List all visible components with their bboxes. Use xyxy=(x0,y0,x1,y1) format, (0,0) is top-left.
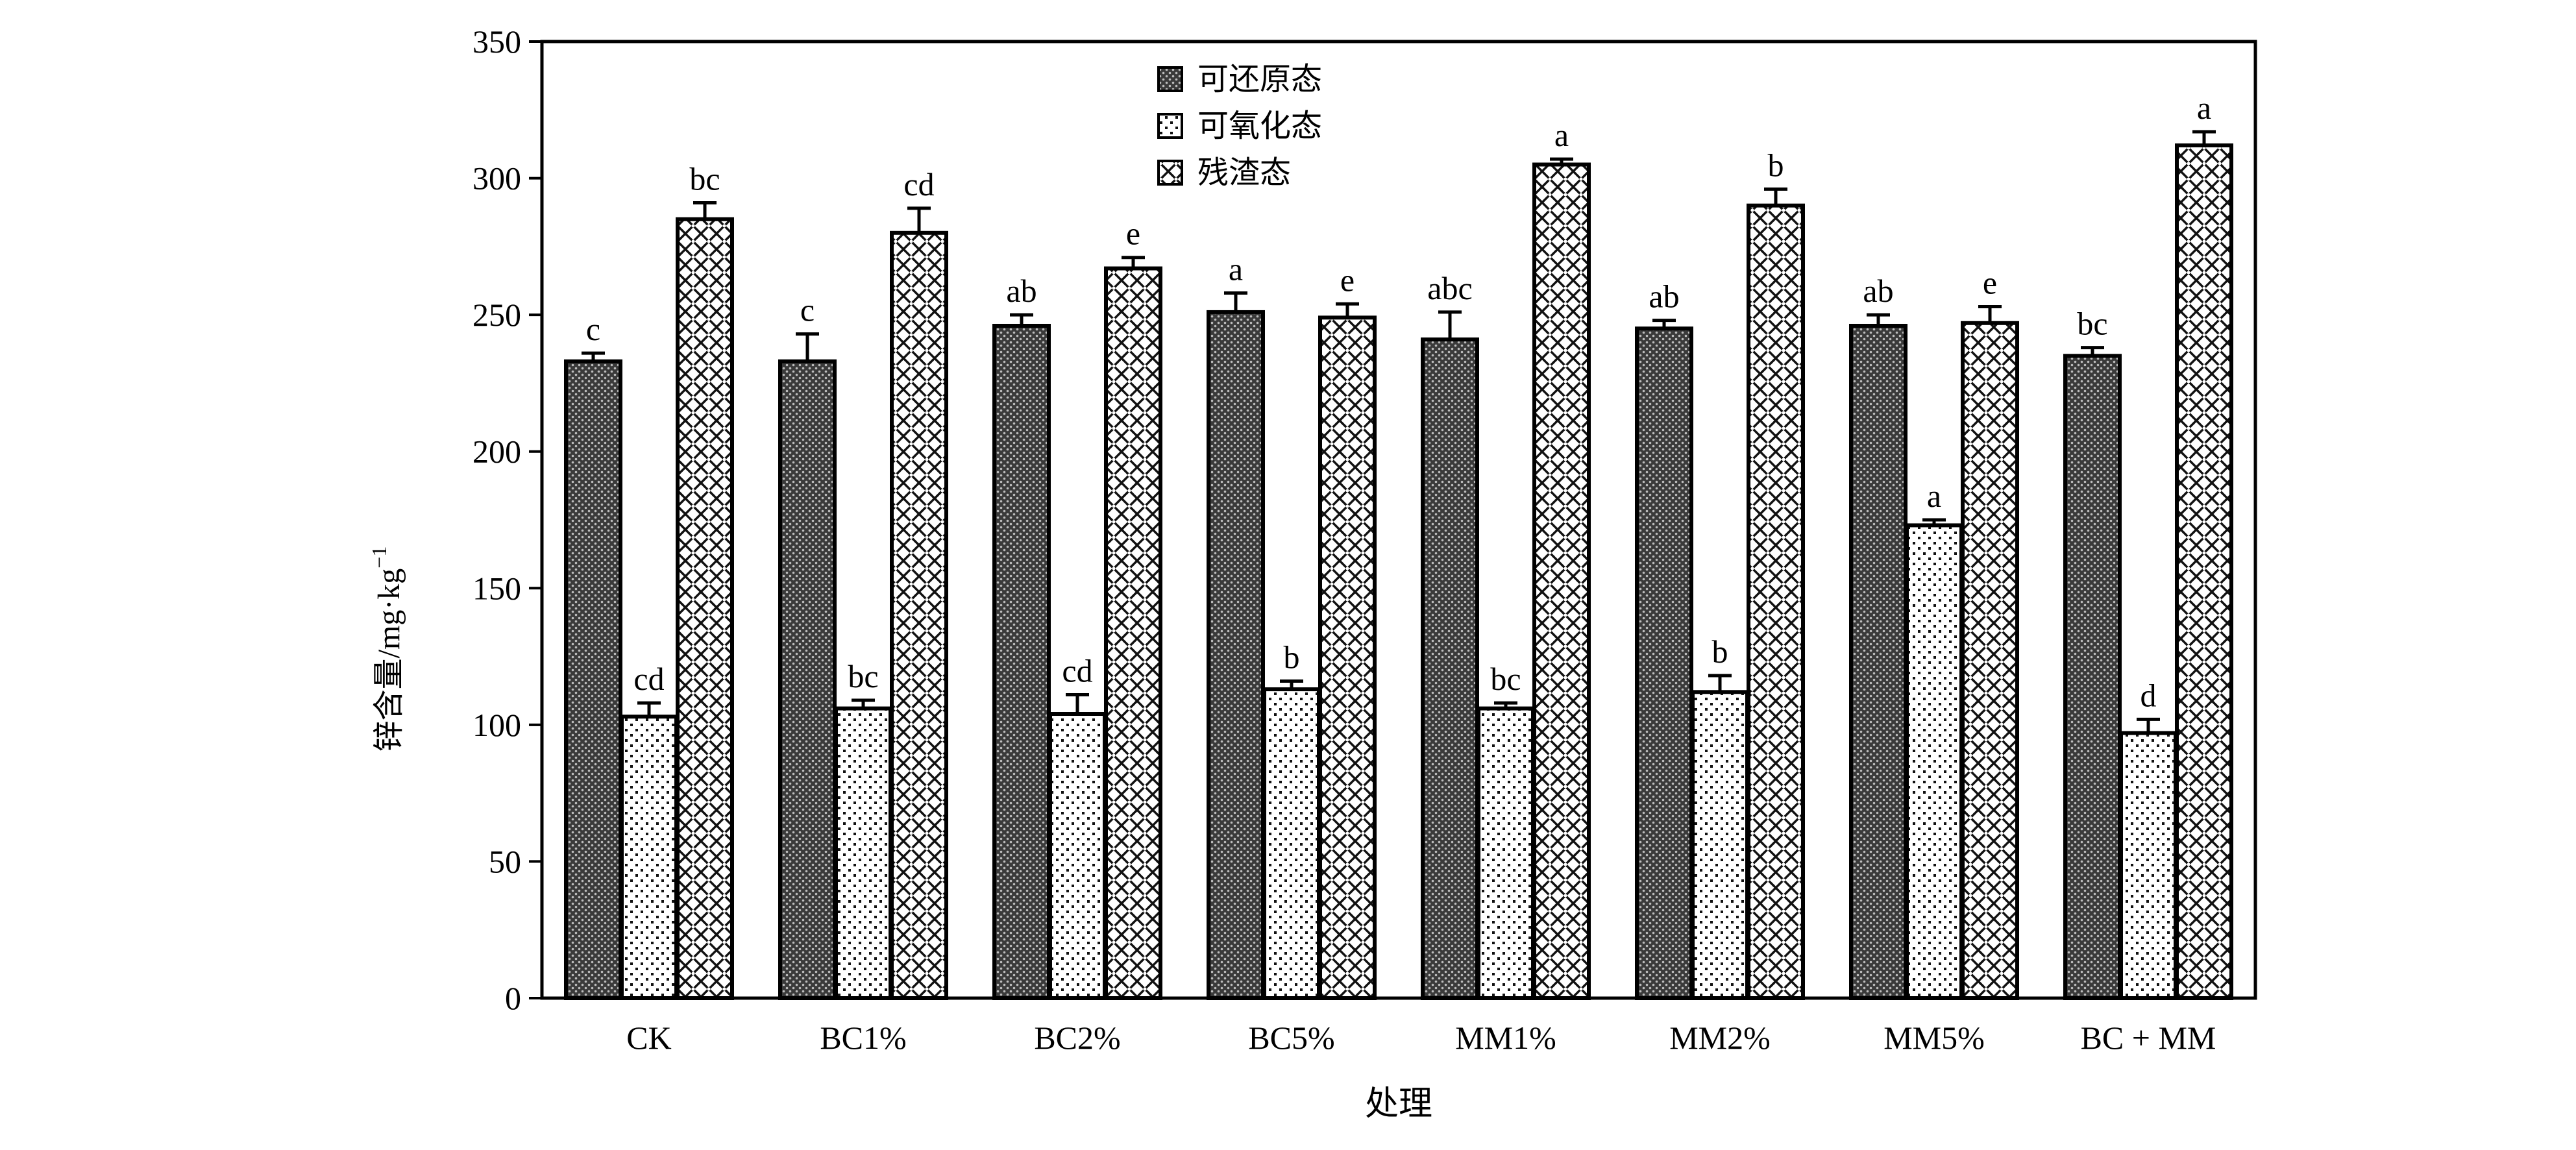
significance-label: ab xyxy=(1006,273,1037,309)
significance-label: b xyxy=(1768,147,1784,183)
significance-label: a xyxy=(2197,90,2211,126)
y-tick-label: 100 xyxy=(472,707,521,743)
bar xyxy=(890,230,948,1000)
bar xyxy=(1635,326,1693,1001)
y-axis-title: 锌含量/mg·kg−1 xyxy=(367,546,406,752)
bar xyxy=(676,217,734,1001)
significance-label: bc xyxy=(1490,661,1521,697)
bar xyxy=(620,715,678,1001)
bar xyxy=(1532,162,1591,1000)
legend-label: 可氧化态 xyxy=(1197,109,1322,143)
bar xyxy=(1849,323,1907,1001)
significance-label: e xyxy=(1126,215,1140,252)
significance-label: bc xyxy=(848,658,878,694)
y-tick-label: 250 xyxy=(472,297,521,333)
bar xyxy=(1905,523,1963,1000)
significance-label: a xyxy=(1229,251,1243,287)
y-tick-label: 200 xyxy=(472,434,521,470)
significance-label: cd xyxy=(903,166,934,202)
bar xyxy=(1048,712,1107,1001)
x-tick-label: BC5% xyxy=(1248,1020,1334,1056)
bar xyxy=(834,706,892,1001)
bar xyxy=(2175,143,2233,1000)
bar xyxy=(1262,687,1321,1000)
x-tick-label: BC2% xyxy=(1034,1020,1120,1056)
significance-label: b xyxy=(1712,633,1728,670)
significance-label: e xyxy=(1983,265,1997,301)
legend-swatch xyxy=(1157,113,1183,139)
x-tick-label: MM5% xyxy=(1883,1020,1985,1056)
significance-label: e xyxy=(1340,262,1355,298)
legend-label: 残渣态 xyxy=(1197,156,1291,190)
bar xyxy=(1104,266,1162,1000)
legend-swatch xyxy=(1157,160,1183,186)
significance-label: c xyxy=(800,292,815,328)
bar xyxy=(564,359,622,1000)
y-tick-label: 50 xyxy=(489,843,521,879)
legend-label: 可还原态 xyxy=(1197,62,1322,97)
significance-label: bc xyxy=(689,160,720,197)
x-axis-title: 处理 xyxy=(1365,1086,1432,1123)
bar xyxy=(1477,706,1535,1001)
legend-swatch xyxy=(1157,66,1183,92)
bar xyxy=(2119,731,2177,1001)
x-tick-label: CK xyxy=(626,1020,671,1056)
bar xyxy=(1691,690,1749,1000)
y-axis-title-exponent: −1 xyxy=(367,546,391,569)
bar xyxy=(2063,354,2122,1000)
significance-label: bc xyxy=(2077,306,2107,342)
y-tick-label: 350 xyxy=(472,23,521,60)
significance-label: ab xyxy=(1649,278,1679,315)
bar xyxy=(778,359,837,1000)
significance-label: d xyxy=(2141,677,2157,713)
significance-label: ab xyxy=(1863,273,1893,309)
x-tick-label: MM2% xyxy=(1669,1020,1771,1056)
bar xyxy=(1318,315,1377,1001)
bar xyxy=(992,323,1051,1001)
x-tick-label: BC1% xyxy=(820,1020,906,1056)
significance-label: a xyxy=(1927,478,1941,514)
bar xyxy=(1421,337,1479,1000)
bar xyxy=(1747,203,1805,1001)
y-tick-label: 0 xyxy=(505,980,521,1016)
significance-label: c xyxy=(586,311,600,347)
significance-label: cd xyxy=(633,661,664,697)
significance-label: abc xyxy=(1427,270,1472,306)
x-tick-label: MM1% xyxy=(1455,1020,1556,1056)
bar xyxy=(1207,310,1265,1001)
significance-label: b xyxy=(1284,639,1300,675)
x-tick-label: BC + MM xyxy=(2081,1020,2216,1056)
y-tick-label: 150 xyxy=(472,570,521,606)
significance-label: cd xyxy=(1062,653,1092,689)
bar xyxy=(1961,321,2019,1001)
plot-frame xyxy=(540,40,2257,1000)
y-axis-title-main: 锌含量/mg·kg xyxy=(372,569,406,752)
significance-label: a xyxy=(1554,117,1569,153)
y-tick-label: 300 xyxy=(472,160,521,197)
